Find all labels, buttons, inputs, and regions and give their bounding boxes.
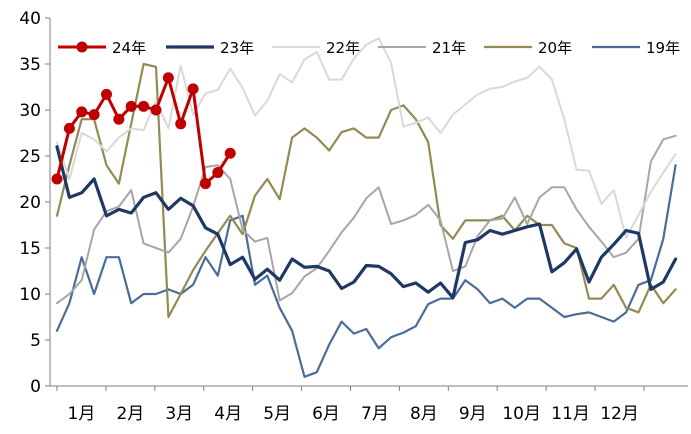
- legend-label: 24年: [112, 39, 146, 57]
- legend-entry: 21年: [378, 39, 466, 57]
- series-line: [55, 145, 678, 300]
- legend: 24年 23年 22年 21年 20年 19年: [58, 39, 680, 57]
- x-tick-label: 8月: [410, 404, 438, 424]
- series-19年: [55, 164, 677, 378]
- data-point: [224, 147, 236, 159]
- data-point: [63, 122, 75, 134]
- x-tick-label: 12月: [600, 404, 639, 424]
- x-tick-label: 2月: [116, 404, 144, 424]
- series-line: [55, 62, 677, 319]
- legend-label: 21年: [432, 39, 466, 57]
- series-line: [55, 164, 677, 378]
- x-tick-label: 9月: [459, 404, 487, 424]
- series-layer: [51, 37, 678, 378]
- x-tick-label: 5月: [263, 404, 291, 424]
- data-point: [125, 100, 137, 112]
- y-tick-label: 15: [19, 239, 41, 259]
- data-point: [138, 100, 150, 112]
- data-point: [199, 178, 211, 190]
- x-tick-label: 7月: [361, 404, 389, 424]
- series-24年: [51, 72, 236, 190]
- x-tick-label: 11月: [551, 404, 590, 424]
- x-tick-label: 6月: [312, 404, 340, 424]
- series-line: [56, 134, 677, 305]
- legend-entry: 24年: [58, 39, 146, 57]
- data-point: [150, 104, 162, 116]
- legend-entry: 22年: [272, 39, 360, 57]
- y-tick-label: 10: [19, 285, 41, 305]
- legend-marker: [76, 41, 88, 53]
- series-20年: [55, 62, 677, 319]
- data-point: [76, 106, 88, 118]
- y-tick-label: 20: [19, 193, 41, 213]
- x-tick-label: 10月: [502, 404, 541, 424]
- y-tick-label: 30: [19, 101, 41, 121]
- x-tick-label: 3月: [165, 404, 193, 424]
- legend-label: 23年: [220, 39, 254, 57]
- legend-label: 19年: [646, 39, 680, 57]
- data-point: [175, 118, 187, 130]
- series-23年: [55, 145, 678, 300]
- y-tick-label: 0: [30, 377, 41, 397]
- legend-entry: 20年: [484, 39, 572, 57]
- data-point: [212, 167, 224, 179]
- data-point: [100, 88, 112, 100]
- data-point: [51, 173, 63, 185]
- series-21年: [56, 134, 677, 305]
- legend-label: 22年: [326, 39, 360, 57]
- x-tick-label: 4月: [214, 404, 242, 424]
- legend-label: 20年: [538, 39, 572, 57]
- data-point: [113, 113, 125, 125]
- data-point: [162, 72, 174, 84]
- data-point: [187, 83, 199, 95]
- data-point: [88, 109, 100, 121]
- legend-entry: 23年: [166, 39, 254, 57]
- axes: 0 5 10 15 20 25 30 35 40 1月 2月 3月 4月 5月 6月 7月 8月 9月 10月 11月…: [19, 9, 688, 424]
- y-tick-label: 25: [19, 147, 41, 167]
- y-tick-label: 35: [19, 55, 41, 75]
- x-tick-label: 1月: [68, 404, 96, 424]
- legend-entry: 19年: [592, 39, 680, 57]
- y-tick-label: 5: [30, 331, 41, 351]
- y-tick-label: 40: [19, 9, 41, 29]
